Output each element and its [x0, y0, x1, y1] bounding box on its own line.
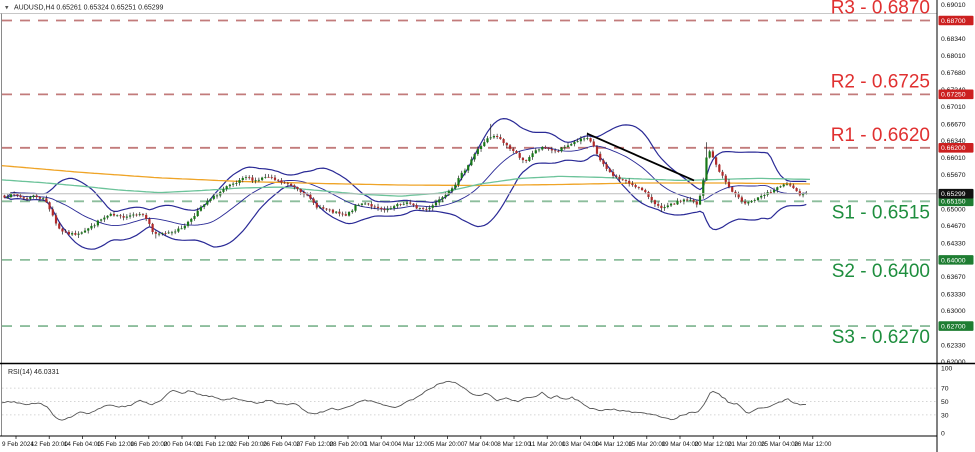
level-price-badge-s2: 0.64000: [941, 257, 966, 264]
y-axis-tick: 0.66010: [941, 155, 966, 162]
y-axis-tick: 0.65000: [941, 206, 966, 213]
rsi-scale-label: 70: [941, 386, 949, 393]
x-axis-label: 20 Mar 12:00: [695, 441, 733, 448]
y-axis-tick: 0.63330: [941, 291, 966, 298]
x-axis-label: 1 Mar 04:00: [364, 441, 398, 448]
level-labels: R3 - 0.6870 R2 - 0.6725 R1 - 0.6620 S1 - 0.…: [831, 0, 930, 348]
level-label-s2: S2 - 0.6400: [832, 261, 930, 282]
y-axis-tick: 0.68010: [941, 53, 966, 60]
y-axis-tick: 0.64670: [941, 223, 966, 230]
y-axis-tick: 0.63000: [941, 308, 966, 315]
y-axis-tick: 0.69010: [941, 2, 966, 9]
level-price-badge-r2: 0.67250: [941, 92, 966, 99]
x-axis-label: 26 Mar 12:00: [794, 441, 832, 448]
moving-averages: [1, 165, 811, 197]
level-label-s1: S1 - 0.6515: [832, 202, 930, 223]
level-price-badge-s3: 0.62700: [941, 323, 966, 330]
rsi-indicator: [0, 362, 975, 437]
y-axis-tick: 0.67680: [941, 70, 966, 77]
y-axis-tick: 0.62000: [941, 359, 966, 366]
candlesticks: [3, 123, 808, 239]
x-axis-label: 21 Feb 12:00: [197, 441, 235, 448]
price-axis[interactable]: 0.690100.683400.680100.676800.673400.670…: [936, 0, 974, 452]
trendline[interactable]: [586, 132, 695, 182]
level-label-r3: R3 - 0.6870: [831, 0, 930, 19]
y-axis-tick: 0.64330: [941, 240, 966, 247]
bollinger-bands: [4, 117, 807, 250]
level-label-r2: R2 - 0.6725: [831, 71, 930, 92]
x-axis-label: 26 Feb 04:00: [263, 441, 301, 448]
x-axis-label: 28 Feb 20:00: [329, 441, 367, 448]
y-axis-tick: 0.66340: [941, 138, 966, 145]
y-axis-tick: 0.63670: [941, 274, 966, 281]
level-price-badge-r1: 0.66200: [941, 145, 966, 152]
x-axis-label: 15 Mar 20:00: [628, 441, 666, 448]
level-price-badge-r3: 0.68700: [941, 18, 966, 25]
rsi-scale-label: 30: [941, 412, 949, 419]
level-price-badge-s1: 0.65150: [941, 199, 966, 206]
x-axis-label: 5 Mar 20:00: [431, 441, 465, 448]
y-axis-tick: 0.62330: [941, 342, 966, 349]
x-axis-label: 12 Feb 20:00: [31, 441, 69, 448]
rsi-scale-label: 100: [941, 365, 953, 372]
x-axis-label: 9 Feb 2024: [2, 441, 34, 448]
rsi-label: RSI(14) 46.0331: [8, 369, 59, 376]
x-axis-label: 25 Mar 04:00: [761, 441, 799, 448]
y-axis-tick: 0.66670: [941, 121, 966, 128]
rsi-scale-label: 0: [941, 430, 945, 437]
x-axis-label: 21 Mar 20:00: [728, 441, 766, 448]
x-axis-label: 7 Mar 04:00: [464, 441, 498, 448]
x-axis-label: 19 Mar 04:00: [661, 441, 699, 448]
x-axis-label: 14 Feb 04:00: [64, 441, 102, 448]
rsi-scale-label: 50: [941, 399, 949, 406]
x-axis-label: 13 Mar 04:00: [562, 441, 600, 448]
y-axis-tick: 0.68340: [941, 36, 966, 43]
expander-icon[interactable]: ▾: [5, 5, 9, 12]
current-price-badge: 0.65299: [941, 191, 966, 198]
chart-title: AUDUSD,H4 0.65261 0.65324 0.65251 0.6529…: [14, 5, 164, 12]
x-axis-label: 22 Feb 20:00: [230, 441, 268, 448]
x-axis-label: 15 Feb 12:00: [97, 441, 135, 448]
x-axis-label: 20 Feb 04:00: [163, 441, 201, 448]
y-axis-tick: 0.67010: [941, 104, 966, 111]
y-axis-tick: 0.65670: [941, 172, 966, 179]
level-label-s3: S3 - 0.6270: [832, 327, 930, 348]
level-label-r1: R1 - 0.6620: [831, 125, 930, 146]
x-axis-label: 8 Mar 12:00: [497, 441, 531, 448]
x-axis-label: 14 Mar 12:00: [595, 441, 633, 448]
x-axis-label: 16 Feb 20:00: [130, 441, 168, 448]
support-resistance-lines[interactable]: [2, 19, 937, 327]
x-axis-label: 11 Mar 20:00: [529, 441, 566, 448]
x-axis-label: 4 Mar 12:00: [398, 441, 432, 448]
x-axis-label: 27 Feb 12:00: [296, 441, 334, 448]
